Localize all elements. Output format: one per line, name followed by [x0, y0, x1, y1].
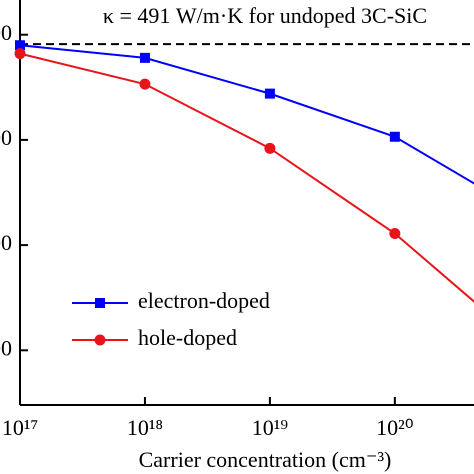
- legend-label: hole-doped: [138, 325, 237, 350]
- data-point: [139, 78, 151, 90]
- x-tick-label: 10¹⁸: [127, 415, 163, 440]
- data-point: [389, 131, 400, 142]
- x-tick-label: 10¹⁹: [252, 415, 289, 440]
- y-tick-label: 200: [0, 335, 12, 360]
- data-point: [389, 228, 401, 240]
- x-axis-label: Carrier concentration (cm⁻³): [139, 447, 392, 472]
- data-point: [264, 88, 275, 99]
- x-tick-label: 10²⁰: [376, 415, 414, 440]
- x-tick-label: 10¹⁷: [2, 415, 38, 440]
- data-point: [14, 48, 26, 60]
- legend-label: electron-doped: [138, 288, 270, 313]
- annotation: κ = 491 W/m·K for undoped 3C-SiC: [103, 3, 427, 28]
- data-point: [139, 52, 150, 63]
- legend-marker: [94, 334, 106, 346]
- data-point: [264, 142, 276, 154]
- y-tick-label: 300: [0, 230, 12, 255]
- legend-marker: [95, 298, 105, 308]
- data-point: [15, 40, 25, 51]
- y-tick-label: 500: [0, 20, 12, 45]
- y-tick-label: 400: [0, 125, 12, 150]
